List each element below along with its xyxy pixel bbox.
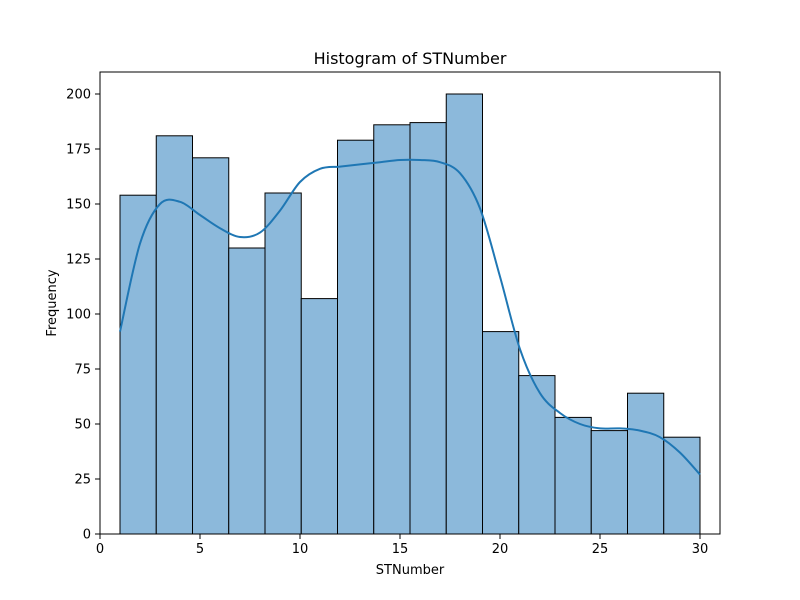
histogram-bar [119, 194, 157, 535]
kde-group [119, 158, 701, 476]
x-tick-label: 15 [392, 542, 409, 557]
histogram-bar [337, 139, 375, 535]
x-tick-label: 20 [492, 542, 509, 557]
histogram-bar [192, 157, 230, 535]
y-tick-label: 0 [83, 528, 91, 543]
histogram-bar [663, 436, 701, 535]
histogram-bar [554, 416, 592, 535]
y-axis-label: Frequency [45, 269, 60, 336]
histogram-bar [518, 375, 556, 535]
x-tick-label: 25 [592, 542, 609, 557]
x-axis: 0 5 10 15 20 25 30 [96, 534, 708, 557]
bars-group [119, 93, 701, 535]
y-tick-label: 150 [66, 198, 91, 213]
histogram-bar [445, 93, 483, 535]
histogram-bar [155, 135, 193, 535]
x-axis-label: STNumber [376, 563, 445, 578]
y-tick-label: 50 [74, 418, 91, 433]
y-tick-label: 175 [66, 143, 91, 158]
y-tick-label: 100 [66, 308, 91, 323]
histogram-bar [228, 247, 266, 535]
histogram-bar [373, 124, 411, 535]
histogram-bar [482, 331, 520, 535]
x-tick-label: 10 [292, 542, 309, 557]
y-tick-label: 25 [74, 473, 91, 488]
x-tick-label: 5 [196, 542, 204, 557]
kde-line [119, 158, 701, 476]
plot-frame [99, 71, 721, 535]
y-tick-label: 125 [66, 253, 91, 268]
histogram-bar [300, 298, 338, 535]
y-tick-label: 75 [74, 363, 91, 378]
chart-title: Histogram of STNumber [314, 49, 507, 68]
histogram-bar [409, 122, 447, 535]
x-tick-label: 0 [96, 542, 104, 557]
x-tick-label: 30 [692, 542, 709, 557]
y-axis: 0 25 50 75 100 125 150 175 200 [66, 88, 100, 543]
histogram-bar [627, 392, 665, 535]
y-tick-label: 200 [66, 88, 91, 103]
histogram-bar [264, 192, 302, 535]
histogram-bar [590, 430, 628, 535]
